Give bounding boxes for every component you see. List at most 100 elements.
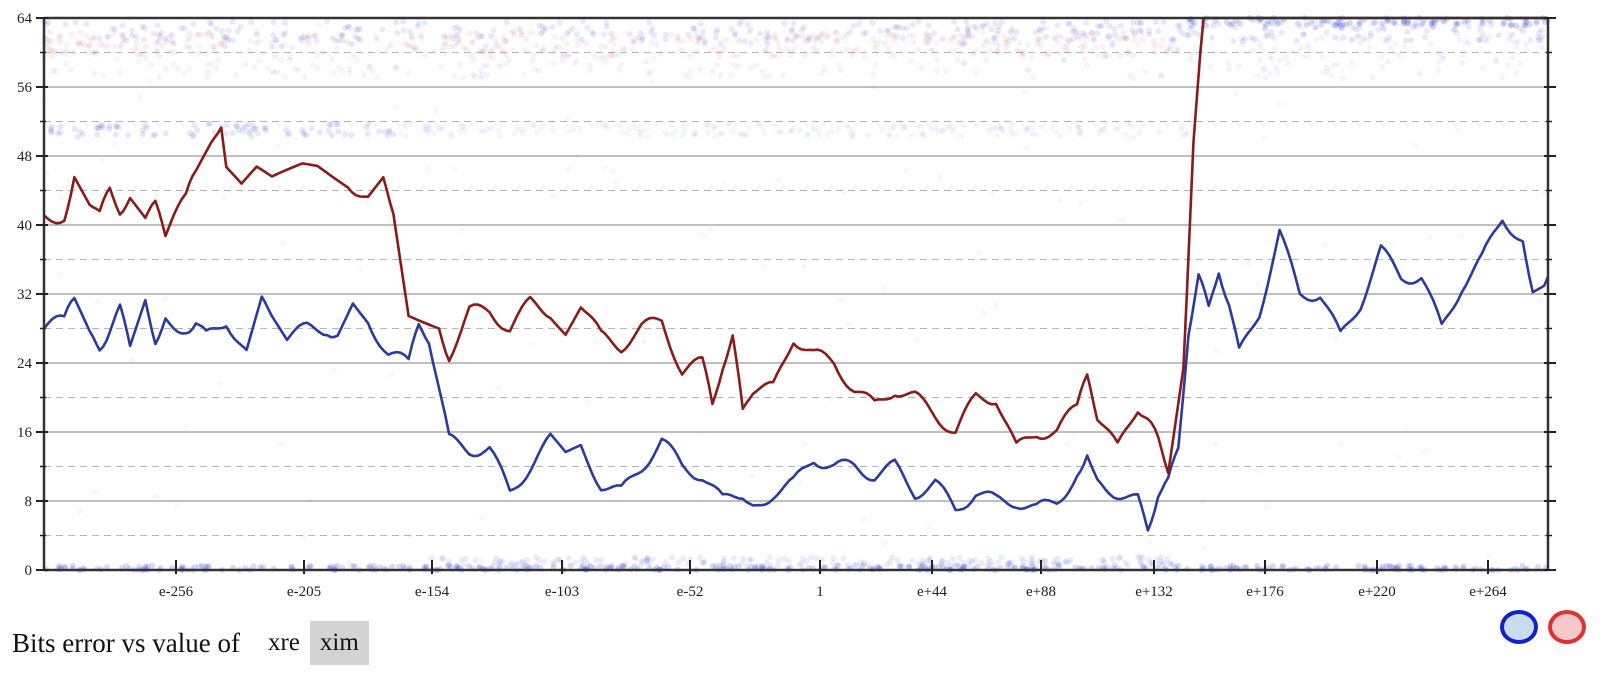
sample-point xyxy=(196,44,203,51)
sample-point xyxy=(143,55,150,62)
sample-point xyxy=(1099,557,1106,564)
sample-point xyxy=(946,122,953,129)
xre-option-button[interactable]: xre xyxy=(267,629,300,656)
sample-point xyxy=(736,21,743,28)
sample-point xyxy=(1362,563,1369,570)
sample-point xyxy=(857,559,864,566)
sample-point xyxy=(773,35,780,42)
sample-point xyxy=(551,50,558,57)
sample-point xyxy=(926,557,933,564)
sample-point xyxy=(1318,21,1325,28)
sample-point xyxy=(964,26,971,33)
sample-point xyxy=(1348,37,1355,44)
sample-point xyxy=(1073,29,1080,36)
sample-point xyxy=(1337,22,1344,29)
sample-point xyxy=(224,36,231,43)
sample-point xyxy=(298,34,305,41)
sample-point xyxy=(637,562,644,569)
sample-point xyxy=(1084,31,1091,38)
sample-point xyxy=(644,559,651,566)
sample-point xyxy=(845,321,852,328)
sample-point xyxy=(389,563,396,570)
sample-point xyxy=(1262,21,1269,28)
sample-point xyxy=(47,28,54,35)
sample-point xyxy=(540,45,547,52)
sample-point xyxy=(1101,560,1108,567)
xim-option-button[interactable]: xim xyxy=(309,621,369,665)
sample-point xyxy=(1303,21,1310,28)
sample-point xyxy=(1535,36,1542,43)
sample-point xyxy=(934,40,941,47)
sample-point xyxy=(1126,136,1133,143)
sample-point xyxy=(924,36,931,43)
sample-point xyxy=(587,563,594,570)
sample-point xyxy=(208,61,215,68)
sample-point xyxy=(644,556,651,563)
sample-point xyxy=(496,132,503,139)
sample-point xyxy=(1187,52,1194,59)
sample-point xyxy=(879,126,886,133)
sample-point xyxy=(339,37,346,44)
blue-series-toggle[interactable] xyxy=(1500,610,1538,644)
sample-point xyxy=(1269,563,1276,570)
sample-point xyxy=(928,47,935,54)
sample-point xyxy=(372,33,379,40)
sample-point xyxy=(829,47,836,54)
sample-point xyxy=(708,47,715,54)
sample-point xyxy=(1061,57,1068,64)
sample-point xyxy=(178,25,185,32)
red-series-toggle[interactable] xyxy=(1548,610,1586,644)
sample-point xyxy=(1321,17,1328,24)
sample-point xyxy=(232,72,239,79)
sample-point xyxy=(120,35,127,42)
sample-point xyxy=(585,399,592,406)
sample-point xyxy=(1129,123,1136,130)
sample-point xyxy=(763,559,770,566)
sample-point xyxy=(123,37,130,44)
sample-point xyxy=(597,43,604,50)
sample-point xyxy=(1404,20,1411,27)
sample-point xyxy=(1441,18,1448,25)
sample-point xyxy=(1080,32,1087,39)
sample-point xyxy=(1056,50,1063,57)
sample-point xyxy=(960,60,967,67)
sample-point xyxy=(1268,28,1275,35)
sample-point xyxy=(1130,75,1137,82)
sample-point xyxy=(1372,19,1379,26)
sample-point xyxy=(1184,31,1191,38)
sample-point xyxy=(695,37,702,44)
sample-point xyxy=(540,47,547,54)
sample-point xyxy=(213,25,220,32)
sample-point xyxy=(563,40,570,47)
sample-point xyxy=(766,34,773,41)
sample-point xyxy=(72,19,79,26)
sample-point xyxy=(193,31,200,38)
sample-point xyxy=(506,57,513,64)
sample-point xyxy=(477,67,484,74)
sample-point xyxy=(954,57,961,64)
y-tick-label: 16 xyxy=(17,425,33,441)
sample-point xyxy=(985,127,992,134)
sample-point xyxy=(537,125,544,132)
sample-point xyxy=(1112,31,1119,38)
sample-point xyxy=(667,31,674,38)
sample-point xyxy=(1269,33,1276,40)
sample-point xyxy=(649,556,656,563)
sample-point xyxy=(1440,564,1447,571)
sample-point xyxy=(105,33,112,40)
sample-point xyxy=(616,66,623,73)
sample-point xyxy=(1108,42,1115,49)
sample-point xyxy=(1452,564,1459,571)
sample-point xyxy=(289,44,296,51)
sample-point xyxy=(500,33,507,40)
sample-point xyxy=(874,564,881,571)
sample-point xyxy=(1169,560,1176,567)
sample-point xyxy=(302,74,309,81)
sample-point xyxy=(158,42,165,49)
sample-point xyxy=(567,28,574,35)
sample-point xyxy=(657,50,664,57)
sample-point xyxy=(57,123,64,130)
sample-point xyxy=(811,45,818,52)
sample-point xyxy=(1191,29,1198,36)
sample-point xyxy=(384,45,391,52)
